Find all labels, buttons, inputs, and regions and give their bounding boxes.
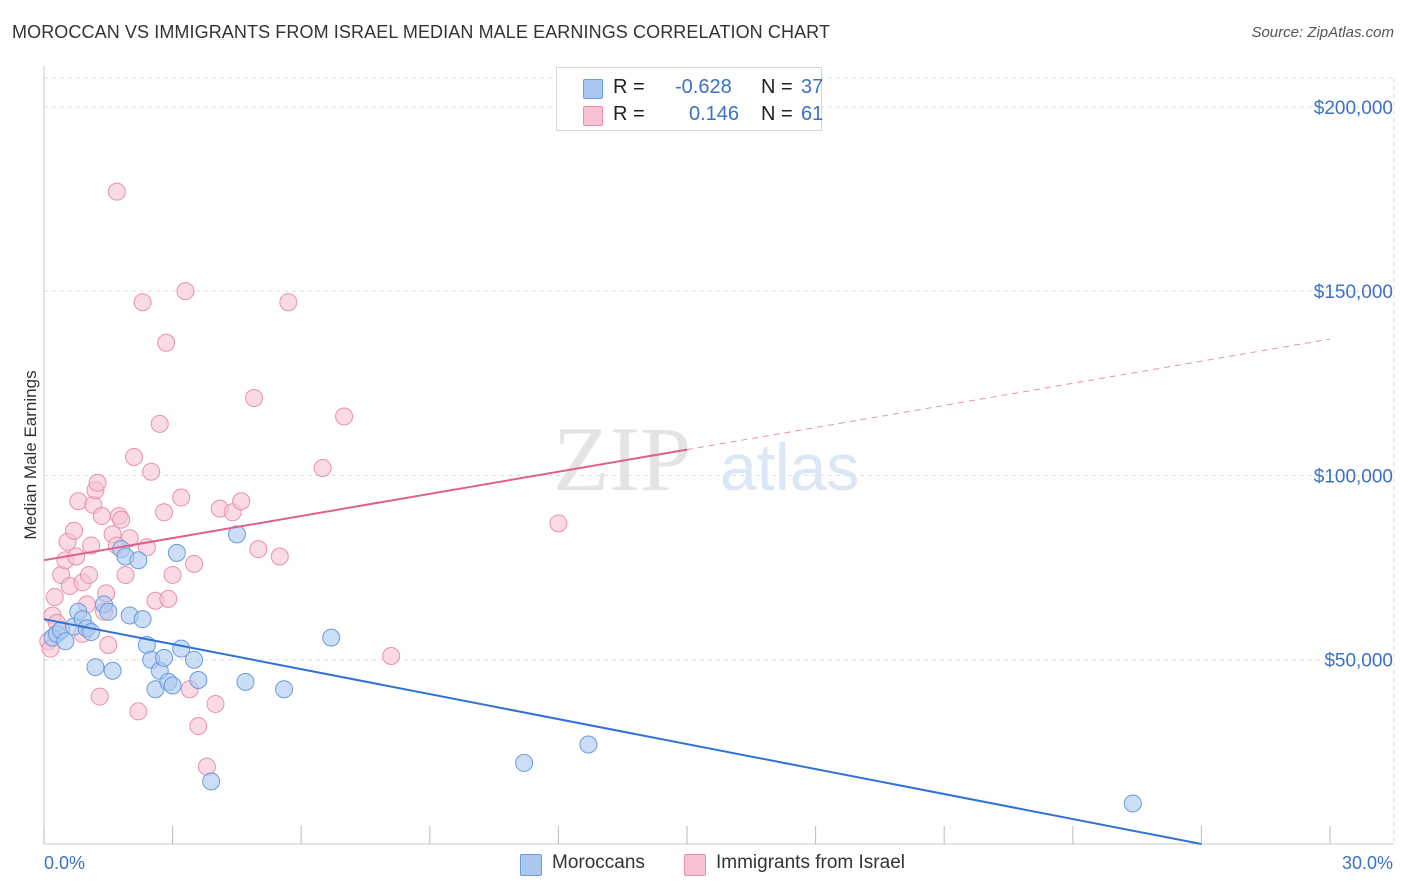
point-moroccans (82, 623, 101, 642)
point-israel (92, 506, 111, 525)
legend-swatch-israel (583, 106, 603, 126)
point-moroccans (275, 680, 294, 699)
source-credit: Source: ZipAtlas.com (1251, 24, 1394, 41)
point-israel (82, 536, 101, 555)
point-israel (270, 547, 289, 566)
axes (43, 66, 1394, 845)
chart-title: MOROCCAN VS IMMIGRANTS FROM ISRAEL MEDIA… (12, 22, 831, 42)
point-moroccans (579, 735, 598, 754)
legend-n-value: 37 (801, 76, 824, 98)
point-moroccans (56, 632, 75, 651)
legend-swatch-moroccans (583, 79, 603, 99)
point-israel (155, 503, 174, 522)
point-israel (172, 488, 191, 507)
legend-n-label: N = (761, 76, 793, 98)
point-moroccans (155, 648, 174, 667)
point-israel (206, 694, 225, 713)
point-moroccans (133, 610, 152, 629)
trend-line-israel-extension (686, 338, 1331, 451)
point-israel (232, 492, 251, 511)
point-israel (279, 293, 298, 312)
point-moroccans (99, 602, 118, 621)
point-israel (80, 565, 99, 584)
point-moroccans (189, 670, 208, 689)
point-israel (69, 492, 88, 511)
legend-n-label: N = (761, 103, 793, 125)
legend-r-label: R = (613, 76, 645, 98)
point-israel (133, 293, 152, 312)
point-israel (335, 407, 354, 426)
x-tick-label: 30.0% (1342, 853, 1393, 873)
legend-r-value: 0.146 (689, 103, 740, 125)
point-israel (112, 510, 131, 529)
point-israel (176, 282, 195, 301)
point-israel (249, 540, 268, 559)
point-israel (45, 588, 64, 607)
grid-lines (44, 77, 1395, 844)
point-israel (185, 554, 204, 573)
watermark-zip: ZIP (553, 408, 691, 510)
point-moroccans (515, 753, 534, 772)
point-israel (90, 687, 109, 706)
point-israel (129, 702, 148, 721)
x-tick-label: 0.0% (44, 853, 85, 873)
point-moroccans (322, 628, 341, 647)
point-israel (142, 462, 161, 481)
point-moroccans (129, 551, 148, 570)
legend-r-label: R = (613, 103, 645, 125)
point-moroccans (1123, 794, 1142, 813)
y-tick-label: $100,000 (1314, 466, 1393, 487)
bottom-legend-swatch-israel (684, 854, 706, 876)
y-tick-label: $50,000 (1324, 651, 1393, 672)
trend-line-israel (43, 448, 688, 562)
point-israel (549, 514, 568, 533)
bottom-legend-label: Immigrants from Israel (716, 852, 905, 873)
series-israel-points (39, 182, 568, 776)
point-israel (65, 521, 84, 540)
point-israel (150, 414, 169, 433)
point-israel (163, 565, 182, 584)
y-axis-title: Median Male Earnings (21, 370, 40, 539)
trend-lines (43, 338, 1331, 845)
point-moroccans (236, 672, 255, 691)
bottom-legend-label: Moroccans (552, 852, 645, 873)
axis-labels: $50,000 $100,000 $150,000 $200,000 0.0% 30.0%… (21, 98, 1393, 873)
series-moroccans-points (43, 525, 1142, 813)
point-moroccans (103, 661, 122, 680)
y-tick-label: $200,000 (1314, 98, 1393, 119)
point-moroccans (86, 658, 105, 677)
point-israel (159, 589, 178, 608)
point-israel (245, 389, 264, 408)
point-israel (116, 565, 135, 584)
point-moroccans (185, 650, 204, 669)
watermark-atlas: atlas (720, 430, 859, 504)
bottom-legend-swatch-moroccans (520, 854, 542, 876)
point-israel (313, 459, 332, 478)
trend-line-moroccans (43, 618, 1202, 845)
correlation-legend: R = -0.628 N = 37 R = 0.146 N = 61 (556, 67, 824, 131)
point-israel (88, 473, 107, 492)
point-israel (189, 717, 208, 736)
legend-r-value: -0.628 (675, 76, 732, 98)
point-israel (99, 635, 118, 654)
point-israel (125, 448, 144, 466)
y-tick-label: $150,000 (1314, 282, 1393, 303)
point-israel (382, 647, 401, 666)
point-moroccans (163, 676, 182, 695)
watermark: ZIP atlas (553, 408, 859, 510)
point-moroccans (167, 543, 186, 562)
point-israel (107, 182, 126, 201)
legend-n-value: 61 (801, 103, 824, 125)
point-moroccans (202, 772, 221, 791)
point-moroccans (227, 525, 246, 544)
point-israel (157, 333, 176, 352)
